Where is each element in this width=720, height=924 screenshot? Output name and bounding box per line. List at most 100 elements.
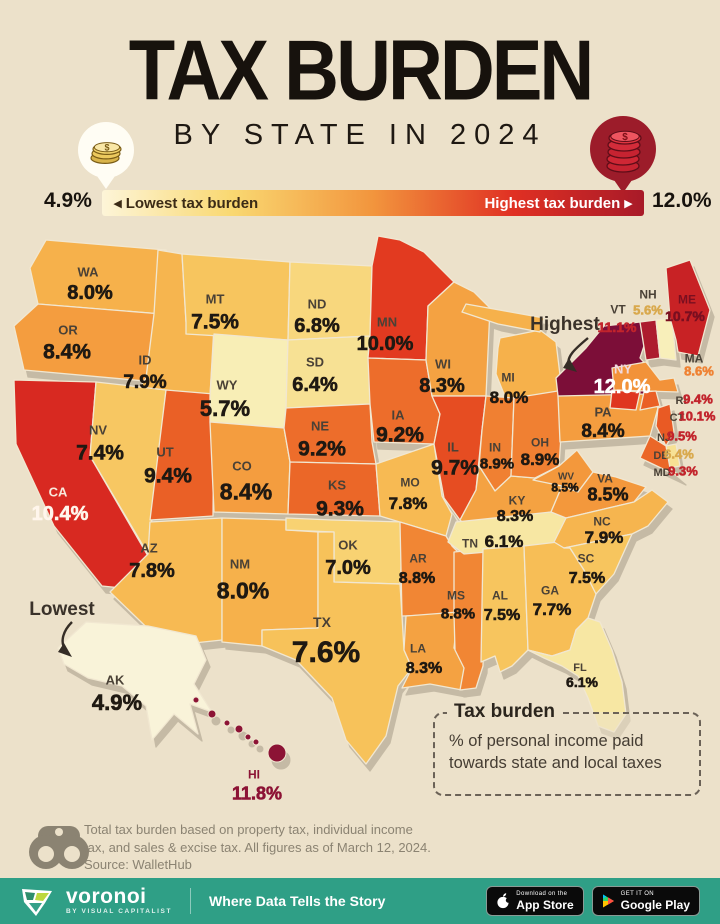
state-shape-ia bbox=[367, 357, 441, 445]
state-shape-nm bbox=[221, 517, 319, 647]
state-value-ks: 9.3% bbox=[316, 498, 364, 521]
state-value-ct: 10.1% bbox=[679, 409, 716, 424]
legend-max-value: 12.0% bbox=[652, 189, 712, 212]
app-store-badge-text: Download on the App Store bbox=[516, 891, 573, 911]
state-value-nj: 9.5% bbox=[667, 429, 697, 444]
state-code-ks: KS bbox=[328, 478, 346, 493]
state-value-me: 10.7% bbox=[665, 308, 705, 324]
state-code-nj: NJ bbox=[657, 432, 671, 444]
google-play-badge-top: GET IT ON bbox=[620, 891, 655, 897]
google-play-badge-bottom: Google Play bbox=[620, 898, 690, 912]
state-shape-mo bbox=[375, 443, 453, 537]
state-shape-tn bbox=[447, 511, 569, 555]
state-value-pa: 8.4% bbox=[581, 421, 624, 442]
state-code-tn: TN bbox=[462, 536, 478, 550]
state-code-in: IN bbox=[489, 440, 501, 454]
state-value-il: 9.7% bbox=[431, 457, 479, 480]
google-play-badge-text: GET IT ON Google Play bbox=[621, 891, 690, 911]
state-code-ms: MS bbox=[447, 588, 465, 602]
legend-min-value: 4.9% bbox=[44, 189, 92, 212]
state-value-ma: 8.6% bbox=[684, 364, 714, 379]
state-shape-mi bbox=[495, 329, 565, 415]
state-value-ny: 12.0% bbox=[594, 376, 651, 398]
state-value-mt: 7.5% bbox=[191, 311, 239, 334]
state-shape-az bbox=[109, 517, 223, 647]
state-code-nm: NM bbox=[230, 557, 250, 572]
state-code-me: ME bbox=[678, 292, 696, 306]
state-shape-sd bbox=[285, 335, 373, 409]
state-code-ri: RI bbox=[676, 395, 687, 407]
state-shape-ma bbox=[611, 361, 679, 393]
state-value-mo: 7.8% bbox=[389, 494, 428, 513]
state-value-ga: 7.7% bbox=[533, 600, 572, 619]
state-shape-hi-island-1 bbox=[207, 709, 217, 719]
state-shape-id bbox=[137, 249, 215, 397]
footnote-line2: tax, and sales & excise tax. All figures… bbox=[84, 839, 431, 855]
state-shape-ms bbox=[453, 548, 487, 691]
state-value-wv: 8.5% bbox=[551, 480, 579, 494]
brand-block: voronoi BY VISUAL CAPITALIST bbox=[66, 886, 172, 916]
state-shape-oh bbox=[510, 389, 565, 479]
state-value-az: 7.8% bbox=[129, 560, 175, 582]
state-shape-hi-island-3 bbox=[234, 724, 244, 734]
definition-line1: % of personal income paid bbox=[449, 732, 644, 750]
state-shape-va bbox=[550, 471, 647, 519]
state-code-or: OR bbox=[58, 323, 78, 338]
state-code-ia: IA bbox=[392, 408, 406, 423]
state-code-ne: NE bbox=[311, 419, 329, 434]
state-shape-ak bbox=[57, 621, 213, 741]
state-code-sc: SC bbox=[578, 551, 595, 565]
state-shape-ca bbox=[13, 379, 149, 591]
state-shape-mn bbox=[367, 235, 455, 361]
state-value-ca: 10.4% bbox=[32, 503, 89, 525]
app-store-badge[interactable]: Download on the App Store bbox=[486, 886, 584, 916]
state-value-fl: 6.1% bbox=[566, 674, 598, 690]
state-shape-ok bbox=[285, 517, 405, 585]
binoculars-icon bbox=[29, 826, 89, 869]
state-shape-al bbox=[480, 545, 529, 673]
state-shape-mt bbox=[181, 253, 291, 341]
state-code-vt: VT bbox=[610, 302, 626, 316]
state-shape-ny bbox=[555, 321, 661, 397]
state-code-ct: CT bbox=[670, 412, 685, 424]
state-code-ak: AK bbox=[106, 673, 125, 688]
state-value-nh: 5.6% bbox=[633, 303, 663, 318]
voronoi-logo bbox=[22, 889, 52, 916]
page-subtitle: BY STATE IN 2024 bbox=[173, 119, 547, 151]
state-shape-nj bbox=[655, 403, 675, 447]
state-value-la: 8.3% bbox=[406, 660, 442, 677]
state-code-wa: WA bbox=[78, 265, 100, 280]
state-code-sd: SD bbox=[306, 355, 324, 370]
google-play-badge[interactable]: GET IT ON Google Play bbox=[591, 886, 700, 916]
state-value-wi: 8.3% bbox=[419, 375, 465, 397]
state-shape-nh bbox=[655, 317, 677, 361]
state-shape-wi bbox=[425, 281, 491, 397]
state-code-nh: NH bbox=[639, 287, 656, 301]
brand-name: voronoi bbox=[66, 885, 147, 909]
state-code-ny: NY bbox=[614, 362, 632, 377]
state-value-ut: 9.4% bbox=[144, 465, 192, 488]
state-value-nd: 6.8% bbox=[294, 315, 340, 337]
state-value-id: 7.9% bbox=[123, 372, 166, 393]
highest-arrowhead bbox=[563, 358, 577, 372]
state-shape-tx bbox=[261, 531, 413, 765]
state-code-wv: WV bbox=[558, 472, 574, 483]
state-shape-mi-part2 bbox=[461, 303, 545, 333]
state-code-la: LA bbox=[410, 641, 426, 655]
state-value-va: 8.5% bbox=[587, 484, 628, 504]
state-shape-ut bbox=[149, 389, 215, 521]
state-code-az: AZ bbox=[140, 541, 157, 556]
state-code-ar: AR bbox=[409, 551, 427, 565]
state-shape-wa bbox=[29, 239, 167, 315]
highest-annotation: Highest bbox=[530, 314, 600, 335]
state-value-oh: 8.9% bbox=[521, 450, 560, 469]
state-shape-ct bbox=[609, 389, 641, 411]
state-shape-nc bbox=[553, 489, 669, 549]
state-shape-hi-island-2 bbox=[223, 719, 231, 727]
state-shape-sc bbox=[563, 533, 633, 595]
google-play-icon bbox=[602, 894, 614, 908]
state-value-ar: 8.8% bbox=[399, 570, 435, 587]
lowest-arrowhead bbox=[58, 643, 72, 657]
legend-low-label: ◂ Lowest tax burden bbox=[114, 195, 259, 212]
state-value-ak: 4.9% bbox=[92, 690, 142, 715]
